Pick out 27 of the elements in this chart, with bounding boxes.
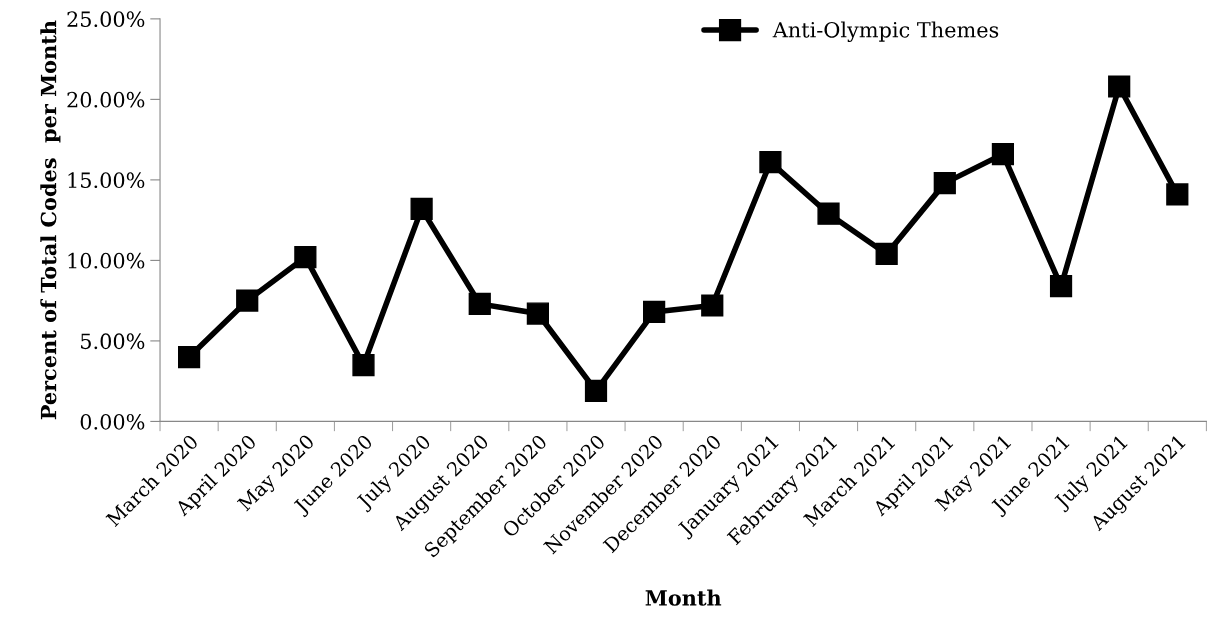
point bbox=[933, 172, 956, 195]
y-tick-label: 25.00% bbox=[67, 11, 145, 28]
point bbox=[643, 300, 666, 324]
y-tick-label: 5.00% bbox=[81, 333, 145, 350]
point bbox=[817, 202, 840, 225]
y-tick-label: 10.00% bbox=[68, 252, 145, 269]
point bbox=[759, 151, 782, 174]
y-tick-label: 0.00% bbox=[80, 413, 145, 430]
point bbox=[294, 246, 317, 269]
legend-label: Anti-Olympic Themes bbox=[772, 21, 999, 42]
point bbox=[701, 294, 724, 317]
point bbox=[468, 292, 491, 315]
point bbox=[352, 353, 375, 377]
y-tick-label: 15.00% bbox=[68, 172, 145, 189]
y-axis-title: Percent of Total Codes per Month bbox=[40, 20, 61, 420]
point bbox=[1166, 183, 1189, 206]
point bbox=[410, 197, 433, 220]
point bbox=[236, 289, 259, 312]
point bbox=[875, 242, 898, 266]
point bbox=[1049, 275, 1073, 298]
point bbox=[526, 302, 549, 325]
point bbox=[584, 379, 608, 402]
point bbox=[991, 143, 1015, 166]
x-axis-title: Month bbox=[645, 589, 722, 606]
point bbox=[1108, 75, 1131, 98]
point bbox=[177, 345, 201, 369]
y-tick-label: 20.00% bbox=[67, 91, 145, 108]
